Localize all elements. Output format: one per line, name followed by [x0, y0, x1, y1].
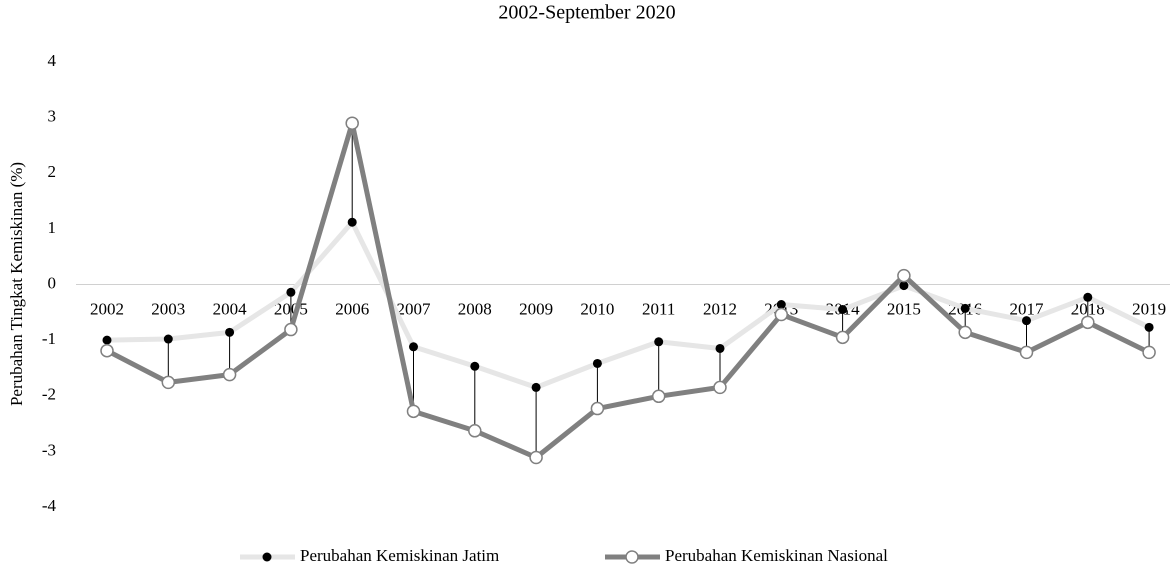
y-tick-label: -1 [42, 329, 56, 348]
legend-marker [262, 552, 272, 562]
x-tick-label: 2012 [703, 299, 737, 318]
y-tick-label: 1 [48, 218, 57, 237]
point [284, 322, 298, 337]
point [468, 424, 482, 438]
point [161, 375, 176, 390]
x-tick-label: 2019 [1132, 299, 1166, 318]
point [347, 217, 357, 227]
y-tick-label: -3 [42, 440, 56, 459]
point [715, 343, 725, 353]
point [102, 335, 112, 345]
y-tick-label: 4 [48, 51, 57, 70]
point [1019, 345, 1034, 360]
x-tick-label: 2017 [1010, 299, 1045, 318]
x-tick-label: 2002 [90, 299, 124, 318]
point [529, 450, 543, 465]
x-tick-label: 2003 [151, 299, 185, 318]
point [286, 287, 296, 297]
x-tick-label: 2008 [458, 299, 492, 318]
point [409, 342, 418, 352]
point [713, 380, 727, 395]
point [345, 116, 359, 130]
y-tick-label: 0 [48, 273, 57, 292]
point [960, 303, 970, 313]
y-tick-label: 2 [48, 162, 57, 181]
point [958, 325, 972, 340]
y-tick-label: 3 [48, 107, 57, 126]
point [531, 382, 541, 392]
point [774, 307, 789, 322]
point [838, 305, 848, 315]
point [1144, 322, 1154, 332]
point [225, 327, 235, 337]
point [651, 389, 666, 404]
point [592, 358, 602, 368]
legend-marker [625, 550, 639, 564]
x-tick-label: 2011 [642, 299, 675, 318]
legend-label: Perubahan Kemiskinan Nasional [665, 546, 888, 565]
point [470, 361, 480, 371]
point [899, 281, 909, 291]
y-tick-label: -4 [42, 496, 57, 515]
point [776, 300, 786, 310]
point [100, 343, 114, 358]
legend-label: Perubahan Kemiskinan Jatim [300, 546, 499, 565]
point [897, 268, 911, 283]
x-tick-label: 2009 [519, 299, 553, 318]
point [590, 401, 605, 416]
x-tick-label: 2007 [397, 299, 432, 318]
x-tick-label: 2006 [335, 299, 369, 318]
point [654, 337, 664, 347]
point [1081, 315, 1095, 330]
y-axis-label: Perubahan Tingkat Kemiskinan (%) [7, 162, 26, 406]
point [1022, 316, 1031, 326]
x-tick-label: 2004 [213, 299, 248, 318]
point [222, 367, 237, 382]
point [163, 334, 173, 344]
point [1142, 345, 1156, 360]
series-line [106, 219, 1151, 390]
series-line [105, 120, 1151, 460]
point [1083, 292, 1093, 302]
x-tick-label: 2015 [887, 299, 921, 318]
chart-title: 2002-September 2020 [498, 2, 675, 24]
point [835, 330, 850, 345]
x-tick-label: 2010 [580, 299, 614, 318]
point [406, 404, 421, 419]
y-tick-label: -2 [42, 385, 56, 404]
